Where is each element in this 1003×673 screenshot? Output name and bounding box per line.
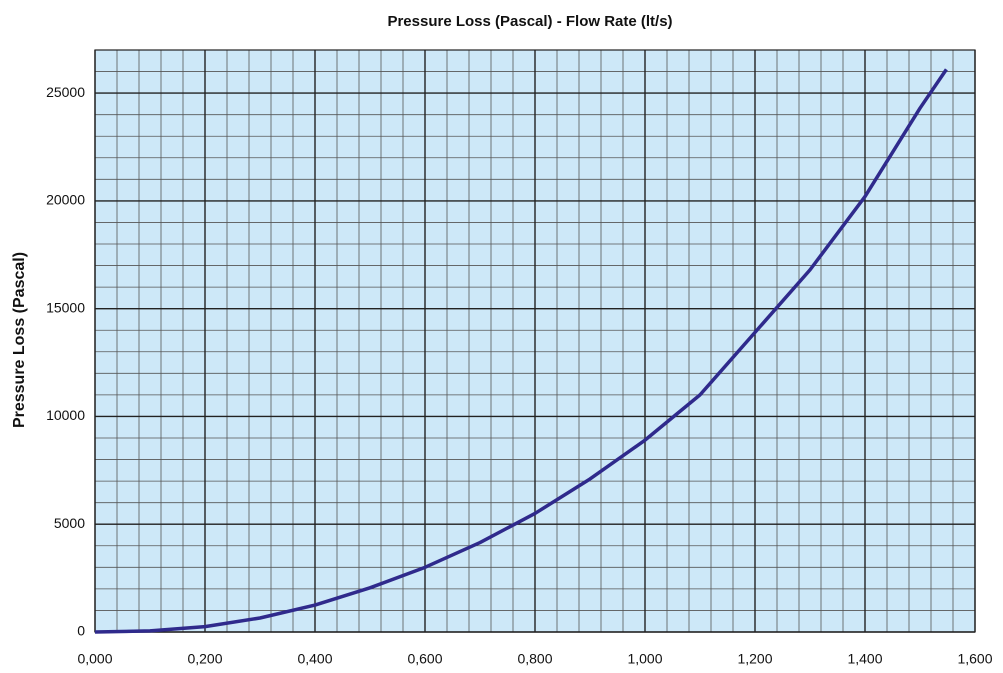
- y-tick-label: 25000: [46, 84, 85, 100]
- chart-title: Pressure Loss (Pascal) - Flow Rate (lt/s…: [387, 13, 672, 30]
- y-axis-label: Pressure Loss (Pascal): [11, 252, 28, 428]
- x-tick-label: 0,200: [187, 651, 222, 667]
- x-tick-label: 0,000: [77, 651, 112, 667]
- y-tick-label: 15000: [46, 299, 85, 315]
- y-tick-label: 0: [77, 623, 85, 639]
- y-tick-label: 5000: [54, 515, 85, 531]
- x-tick-label: 1,400: [847, 651, 882, 667]
- x-tick-label: 1,600: [957, 651, 992, 667]
- plot-border: [94, 49, 976, 633]
- x-tick-label: 1,000: [627, 651, 662, 667]
- y-tick-label: 10000: [46, 407, 85, 423]
- x-tick-label: 0,600: [407, 651, 442, 667]
- x-tick-label: 0,400: [297, 651, 332, 667]
- x-tick-label: 1,200: [737, 651, 772, 667]
- x-tick-label: 0,800: [517, 651, 552, 667]
- y-tick-label: 20000: [46, 192, 85, 208]
- data-line: [94, 68, 948, 634]
